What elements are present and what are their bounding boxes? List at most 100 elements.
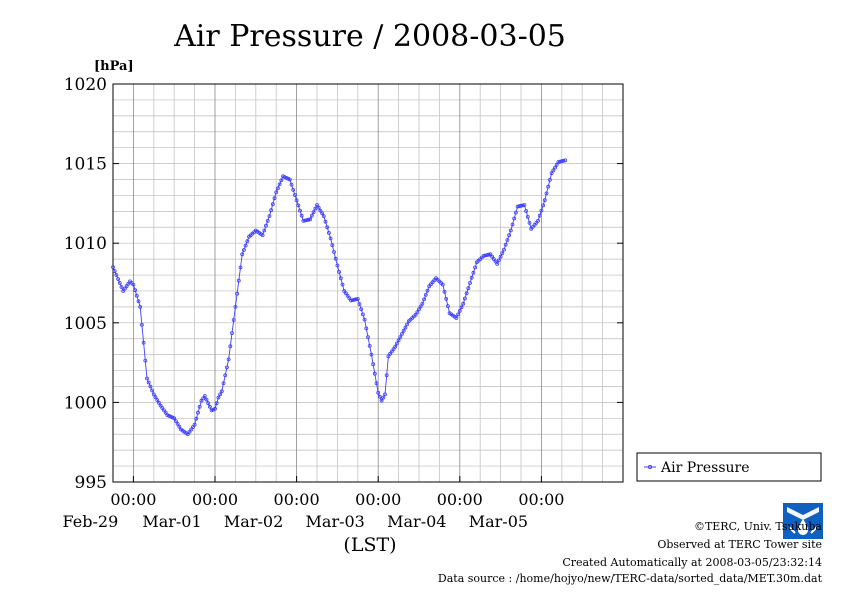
data-point (289, 182, 294, 187)
y-tick-label: 995 (75, 473, 107, 493)
x-tick-date-label: Mar-03 (306, 512, 365, 531)
data-point (131, 282, 136, 287)
data-point (275, 186, 280, 191)
data-point (508, 228, 513, 233)
data-point (155, 398, 160, 402)
data-point (505, 238, 510, 242)
data-point (189, 427, 194, 432)
data-point (383, 392, 387, 397)
data-point (124, 284, 129, 289)
data-point (214, 401, 219, 406)
data-point (143, 358, 148, 363)
data-point (216, 395, 221, 400)
data-point (525, 214, 530, 219)
data-point (454, 316, 459, 320)
data-point (468, 281, 472, 285)
data-point (360, 312, 365, 317)
data-point (347, 296, 352, 301)
data-point (349, 298, 353, 303)
data-point (391, 347, 396, 352)
y-axis: 995 1000 1005 1010 1015 1020 (64, 75, 623, 493)
data-point (153, 395, 158, 400)
data-point (500, 251, 505, 256)
data-point (488, 252, 493, 257)
data-point (274, 190, 279, 195)
data-point (461, 301, 466, 306)
data-point (213, 406, 217, 411)
data-point (269, 208, 274, 213)
data-point (459, 305, 464, 310)
data-point (403, 325, 408, 330)
data-point (267, 214, 272, 219)
x-tick-date-label: Mar-01 (142, 512, 201, 531)
data-point (374, 381, 379, 386)
x-tick-time-label: 00:00 (355, 490, 401, 509)
data-point (556, 160, 561, 164)
data-point (420, 301, 425, 306)
data-point (158, 403, 163, 408)
data-point (362, 317, 367, 322)
data-point (192, 422, 197, 427)
data-point (418, 304, 423, 309)
x-tick-time-label: 00:00 (110, 490, 156, 509)
data-point (223, 373, 228, 378)
data-point (515, 204, 520, 209)
data-point (311, 210, 316, 215)
data-point (445, 304, 450, 309)
data-point (481, 253, 486, 258)
data-point (381, 395, 386, 400)
data-point (517, 204, 522, 209)
data-point (559, 159, 564, 164)
x-axis-label: (LST) (343, 534, 396, 556)
legend-marker (647, 464, 653, 470)
data-point (537, 213, 542, 218)
data-point (485, 253, 489, 258)
data-point (218, 392, 223, 397)
x-tick-date-label: Mar-02 (224, 512, 283, 531)
data-point (553, 165, 557, 170)
x-tick-date-label: Mar-05 (469, 512, 528, 531)
data-point (233, 304, 238, 309)
data-point (111, 265, 115, 270)
data-point (338, 276, 343, 281)
data-point (539, 208, 544, 213)
data-point (308, 217, 313, 222)
data-point (112, 269, 117, 274)
data-point (173, 419, 178, 424)
data-point (321, 214, 326, 219)
data-point (316, 205, 321, 210)
data-point (332, 250, 336, 254)
data-point (116, 277, 120, 281)
data-point (469, 275, 474, 280)
data-point (323, 219, 328, 224)
data-point (457, 308, 462, 313)
data-point (148, 384, 153, 389)
data-point (296, 203, 301, 208)
data-point (133, 288, 138, 293)
data-point (486, 252, 491, 257)
data-point (126, 281, 131, 286)
data-point (190, 425, 195, 430)
y-tick-label: 1000 (64, 393, 107, 413)
data-point (226, 357, 231, 362)
data-point (326, 230, 331, 235)
data-point (367, 343, 372, 348)
data-point (364, 326, 369, 331)
data-point (442, 289, 447, 294)
y-axis-label: [hPa] (94, 59, 134, 74)
legend: Air Pressure (636, 452, 822, 482)
data-point (207, 404, 212, 409)
footer-source: Data source : /home/hojyo/new/TERC-data/… (437, 572, 822, 585)
data-point (376, 390, 381, 395)
data-point (315, 203, 319, 207)
footer-copyright: ©TERC, Univ. Tsukuba (693, 520, 822, 533)
data-point (325, 225, 330, 230)
x-tick-time-label: 00:00 (437, 490, 483, 509)
legend-box (636, 452, 822, 482)
data-point (507, 233, 512, 238)
x-tick-time-label: 00:00 (192, 490, 238, 509)
data-point (337, 269, 342, 274)
data-point (396, 338, 401, 343)
data-point (119, 285, 124, 289)
data-point (423, 292, 428, 297)
